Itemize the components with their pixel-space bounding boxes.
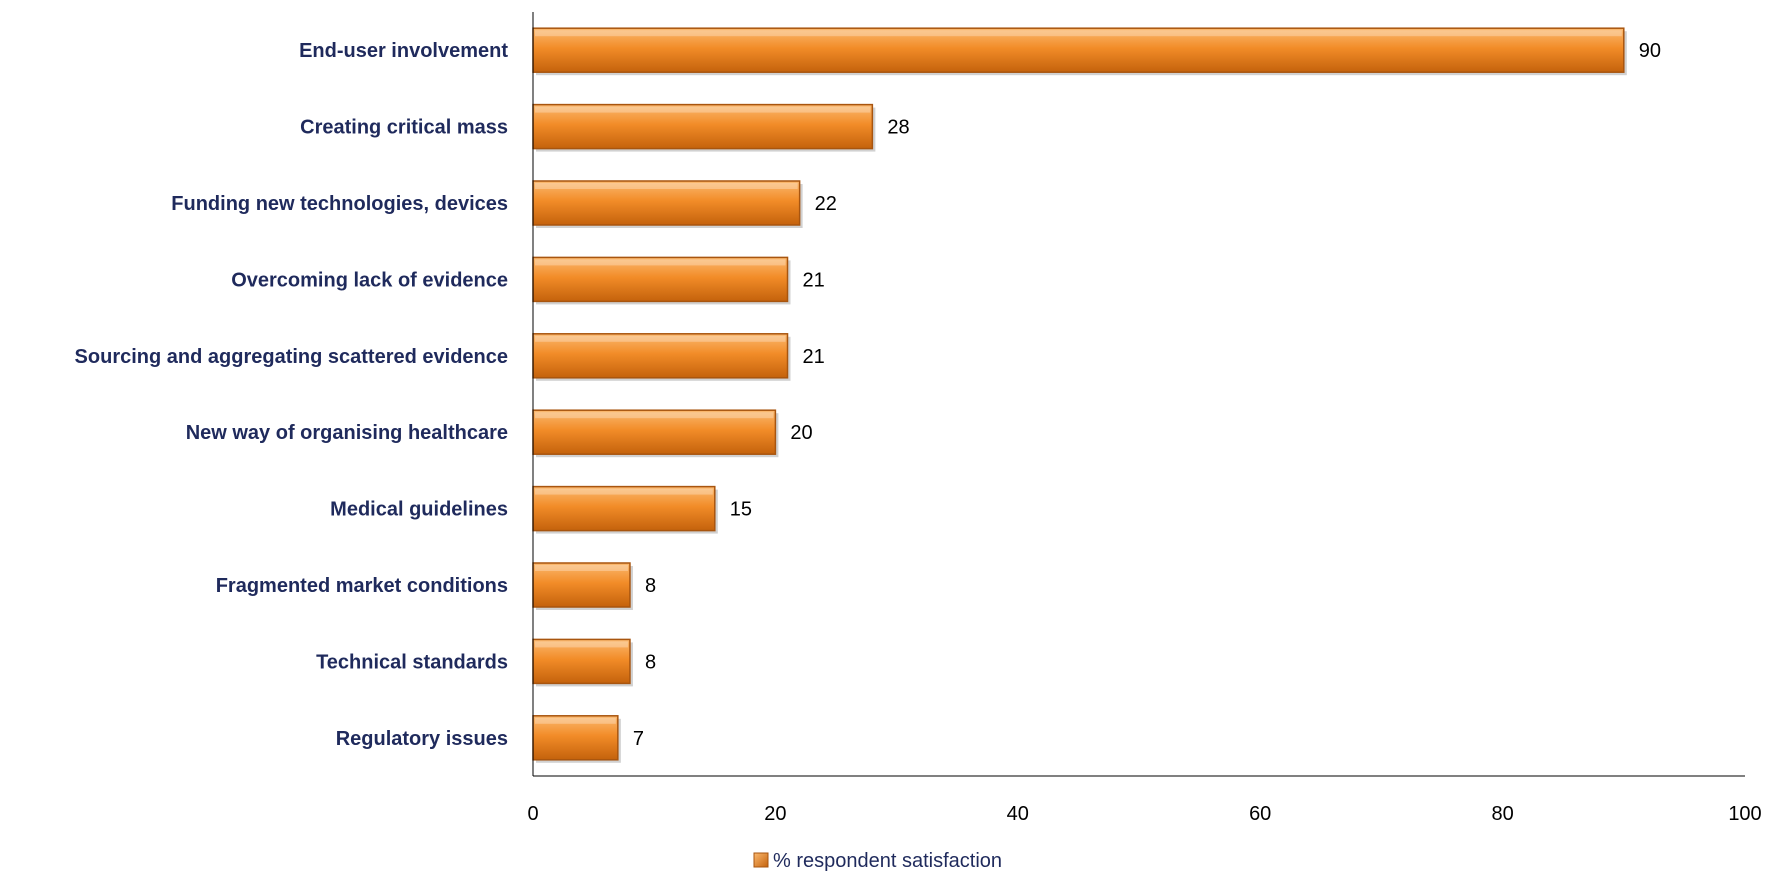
bar-highlight	[535, 183, 798, 189]
x-tick-label: 100	[1728, 803, 1761, 825]
category-label: Fragmented market conditions	[216, 575, 508, 597]
bars-layer	[532, 27, 1627, 763]
bar	[532, 27, 1625, 73]
category-label: End-user involvement	[299, 40, 508, 62]
bar	[532, 485, 716, 532]
x-tick-label: 40	[1007, 803, 1029, 825]
bar	[532, 333, 789, 379]
category-labels: End-user involvement Creating critical ma…	[75, 40, 509, 750]
data-label: 8	[645, 575, 656, 597]
legend-swatch	[753, 852, 769, 868]
data-label: 20	[790, 422, 812, 444]
value-labels: 90 28 22 21 21 20 15 8 8 7	[633, 40, 1661, 750]
x-tick-label: 0	[527, 803, 538, 825]
category-label: Regulatory issues	[336, 728, 508, 750]
x-tick-label: 80	[1491, 803, 1513, 825]
category-label: Medical guidelines	[330, 499, 508, 521]
category-label: Creating critical mass	[300, 117, 508, 139]
bar-highlight	[535, 717, 616, 724]
bar-highlight	[535, 488, 713, 495]
bar-highlight	[535, 259, 786, 266]
bar-highlight	[535, 565, 628, 571]
data-label: 90	[1639, 40, 1661, 62]
bar-highlight	[535, 335, 786, 342]
bar	[532, 715, 619, 761]
data-label: 28	[887, 117, 909, 139]
category-label: Sourcing and aggregating scattered evide…	[75, 346, 508, 368]
bar	[532, 409, 777, 455]
bar-highlight	[535, 30, 1622, 37]
bar-highlight	[535, 412, 774, 419]
category-label: New way of organising healthcare	[186, 422, 508, 444]
axes	[532, 12, 1745, 777]
data-label: 22	[815, 193, 837, 215]
legend-label: % respondent satisfaction	[773, 850, 1002, 872]
category-label: Funding new technologies, devices	[171, 193, 508, 215]
x-tick-label: 20	[764, 803, 786, 825]
bar-highlight	[535, 106, 871, 113]
data-label: 15	[730, 499, 752, 521]
category-label: Technical standards	[316, 651, 508, 673]
data-label: 21	[803, 269, 825, 291]
x-axis-ticks: 0 20 40 60 80 100	[527, 803, 1761, 825]
legend: % respondent satisfaction	[753, 850, 1002, 872]
data-label: 21	[803, 346, 825, 368]
x-tick-label: 60	[1249, 803, 1271, 825]
data-label: 8	[645, 651, 656, 673]
data-label: 7	[633, 728, 644, 750]
category-label: Overcoming lack of evidence	[231, 269, 508, 291]
bar-highlight	[535, 641, 628, 648]
bar	[532, 256, 789, 303]
bar	[532, 180, 801, 226]
